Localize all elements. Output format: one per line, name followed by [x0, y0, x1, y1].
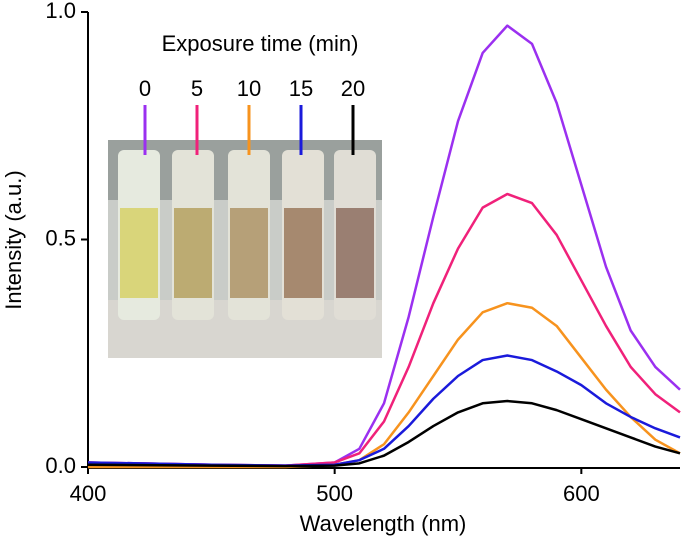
y-tick-label: 0.5: [45, 225, 76, 250]
x-tick-label: 500: [316, 481, 353, 506]
legend-label: 0: [139, 76, 151, 101]
y-tick-label: 0.0: [45, 453, 76, 478]
legend-title: Exposure time (min): [162, 31, 359, 56]
y-tick-label: 1.0: [45, 0, 76, 23]
x-tick-label: 400: [70, 481, 107, 506]
y-axis-label: Intensity (a.u.): [1, 170, 26, 309]
x-tick-label: 600: [563, 481, 600, 506]
x-axis-label: Wavelength (nm): [300, 511, 467, 536]
legend-label: 5: [191, 76, 203, 101]
legend-label: 15: [289, 76, 313, 101]
series-line: [87, 399, 681, 468]
legend-label: 10: [237, 76, 261, 101]
legend-label: 20: [341, 76, 365, 101]
inset-photo: [108, 140, 382, 358]
series-line: [87, 192, 681, 467]
